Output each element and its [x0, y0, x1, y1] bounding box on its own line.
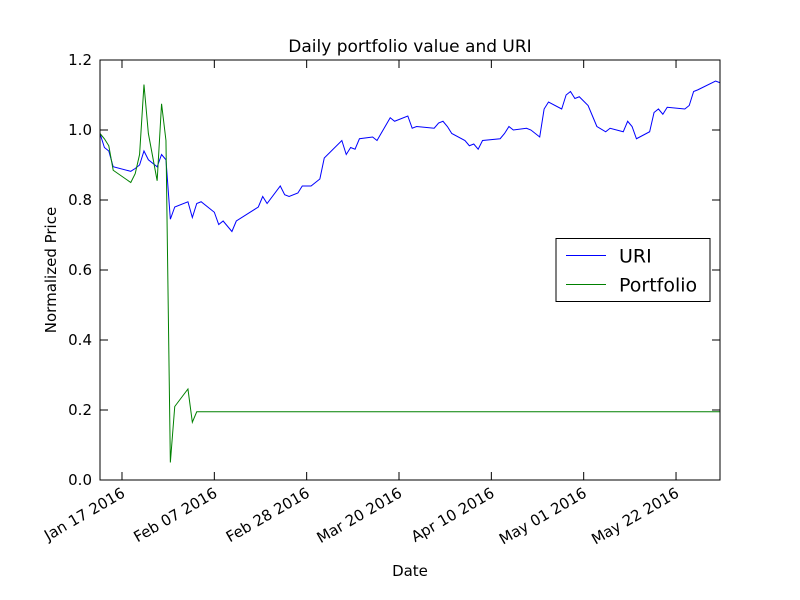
x-axis-label: Date — [392, 562, 428, 580]
data-line — [99, 80, 721, 233]
data-line — [99, 84, 720, 463]
y-tick-label: 0.2 — [68, 401, 92, 419]
legend-label: URI — [619, 246, 652, 268]
y-tick-label: 1.0 — [68, 121, 92, 139]
legend-label: Portfolio — [619, 275, 697, 297]
y-tick-label: 0.4 — [68, 331, 92, 349]
plot-frame — [99, 59, 721, 481]
chart-title: Daily portfolio value and URI — [288, 37, 531, 57]
legend-box — [555, 238, 711, 302]
y-tick-label: 1.2 — [68, 51, 92, 69]
y-tick-label: 0.0 — [68, 471, 92, 489]
y-tick-label: 0.8 — [68, 191, 92, 209]
y-axis-label: Normalized Price — [42, 207, 60, 333]
y-tick-label: 0.6 — [68, 261, 92, 279]
